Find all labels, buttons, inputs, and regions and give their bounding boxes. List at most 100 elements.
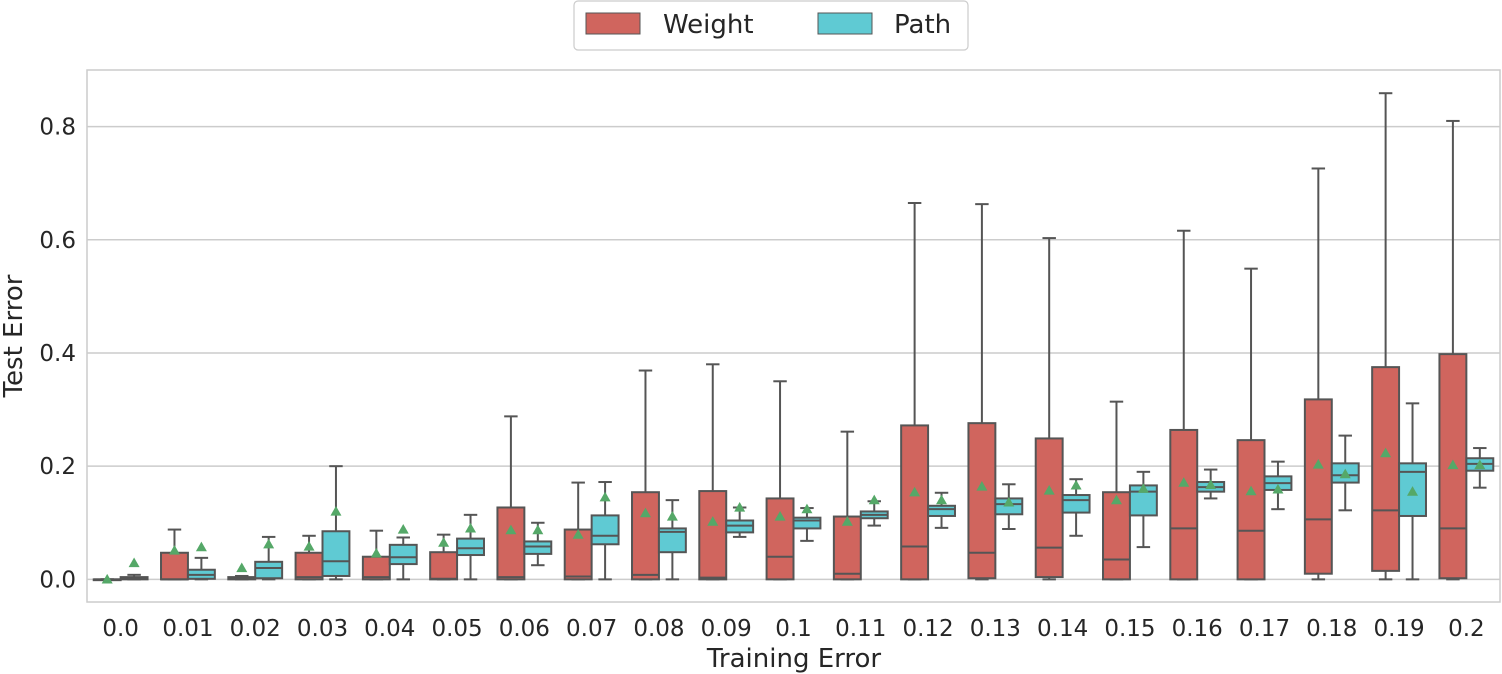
mean-marker [1110, 494, 1122, 505]
box-weight [92, 573, 122, 584]
x-tick-label: 0.1 [775, 616, 812, 642]
x-tick-label: 0.13 [970, 616, 1021, 642]
mean-marker [1312, 458, 1324, 469]
box-iqr [321, 530, 351, 577]
box-path [792, 503, 822, 542]
legend-label-weight: Weight [663, 10, 754, 40]
box-path [456, 513, 485, 581]
mean-marker [1380, 447, 1392, 458]
mean-marker [195, 541, 207, 552]
mean-marker [774, 511, 786, 521]
mean-marker [1447, 459, 1459, 470]
box-path [1263, 460, 1293, 511]
box-iqr [698, 490, 728, 581]
box-weight [1169, 229, 1199, 581]
box-path [859, 494, 889, 527]
box-iqr [160, 551, 189, 581]
box-path [1128, 470, 1158, 549]
mean-marker [532, 524, 544, 535]
x-tick-label: 0.03 [297, 616, 348, 642]
mean-marker [666, 511, 678, 521]
mean-marker [599, 491, 611, 502]
box-iqr [657, 527, 687, 554]
mean-marker [1407, 486, 1419, 496]
box-weight [429, 533, 459, 581]
box-path [186, 541, 216, 581]
box-iqr [590, 514, 620, 546]
mean-marker [1245, 485, 1257, 496]
box-path [994, 483, 1024, 530]
box-iqr [361, 555, 391, 581]
mean-marker [734, 501, 746, 512]
y-axis-label: Test Error [0, 274, 29, 398]
legend-swatch-path [817, 12, 873, 35]
box-iqr [1061, 494, 1091, 514]
mean-marker [370, 547, 382, 558]
x-tick-label: 0.04 [364, 616, 415, 642]
x-tick-label: 0.02 [230, 616, 281, 642]
legend: Weight Path [573, 0, 969, 51]
mean-marker [1043, 485, 1055, 495]
plot-frame [86, 69, 1501, 603]
x-tick-label: 0.16 [1172, 616, 1223, 642]
mean-marker [1272, 483, 1284, 494]
box-path [1061, 478, 1091, 537]
box-iqr [900, 424, 930, 581]
box-weight [160, 528, 189, 581]
mean-marker [303, 541, 315, 551]
box-weight [563, 481, 593, 581]
box-series [92, 92, 1495, 584]
y-tick-label: 0.4 [39, 341, 76, 367]
mean-marker [128, 557, 140, 568]
mean-marker [841, 516, 853, 526]
mean-marker [1474, 459, 1486, 470]
box-iqr [429, 551, 459, 581]
mean-marker [868, 494, 880, 505]
x-tick-label: 0.09 [701, 616, 752, 642]
mean-marker [707, 516, 719, 526]
box-iqr [631, 491, 660, 581]
x-tick-label: 0.2 [1448, 616, 1485, 642]
box-iqr [927, 504, 956, 517]
box-iqr [1303, 398, 1333, 575]
box-path [119, 557, 149, 581]
mean-marker [168, 544, 180, 555]
box-weight [1102, 400, 1131, 581]
mean-marker [397, 524, 409, 534]
mean-marker [505, 524, 517, 535]
mean-marker [330, 505, 342, 516]
mean-marker [1137, 483, 1149, 493]
x-tick-label: 0.05 [431, 616, 482, 642]
x-tick-label: 0.11 [835, 616, 886, 642]
legend-label-path: Path [894, 10, 951, 40]
y-tick-label: 0.6 [39, 228, 76, 254]
box-path [927, 491, 956, 529]
box-path [523, 521, 553, 567]
box-iqr [294, 551, 324, 581]
mean-marker [438, 537, 450, 547]
box-weight [361, 529, 391, 581]
legend-swatch-weight [585, 12, 641, 35]
box-weight [1438, 119, 1468, 581]
y-tick-label: 0.0 [39, 567, 76, 593]
x-tick-label: 0.0 [102, 616, 139, 642]
box-path [1196, 468, 1226, 500]
box-iqr [792, 516, 822, 530]
y-tick-labels: 0.0 0.2 0.4 0.6 0.8 [39, 115, 76, 594]
mean-marker [976, 481, 988, 491]
box-weight [1303, 167, 1333, 581]
box-iqr [1236, 439, 1266, 581]
box-weight [1371, 92, 1401, 581]
y-tick-label: 0.2 [39, 454, 76, 480]
box-iqr [496, 506, 526, 581]
mean-marker [639, 507, 651, 518]
x-tick-label: 0.08 [633, 616, 684, 642]
x-tick-label: 0.01 [162, 616, 213, 642]
x-tick-label: 0.07 [566, 616, 617, 642]
x-tick-label: 0.17 [1239, 616, 1290, 642]
x-tick-label: 0.19 [1373, 616, 1424, 642]
mean-marker [1003, 496, 1015, 507]
box-weight [765, 380, 795, 581]
mean-marker [572, 529, 584, 539]
